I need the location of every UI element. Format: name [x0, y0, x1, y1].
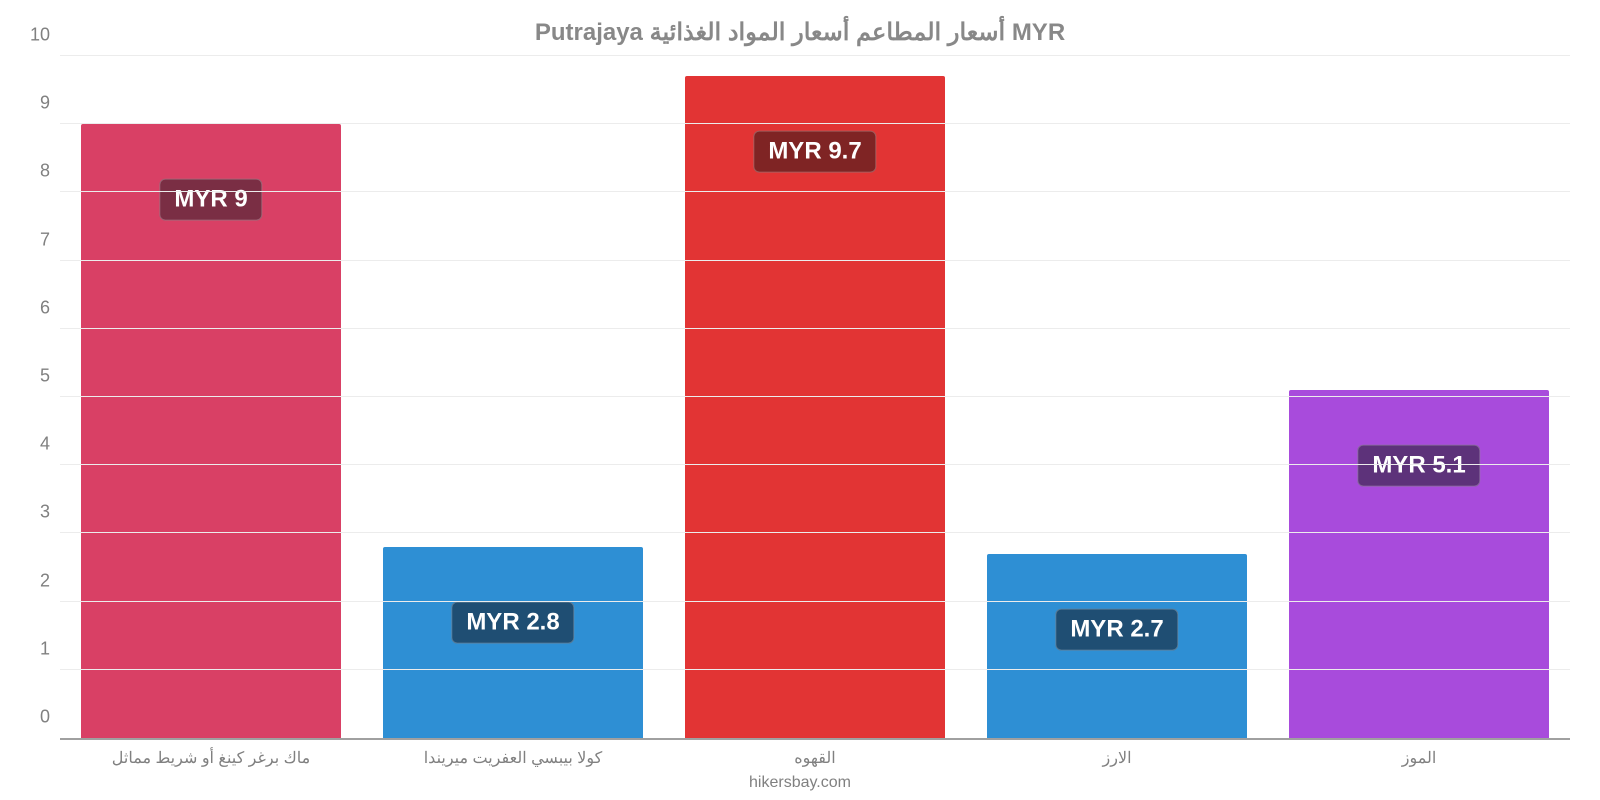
bar-slot: MYR 2.8 — [362, 56, 664, 738]
plot-zone: MYR 9MYR 2.8MYR 9.7MYR 2.7MYR 5.1 012345… — [60, 56, 1570, 740]
bar: MYR 9 — [81, 124, 341, 738]
x-axis-label: الارز — [966, 748, 1268, 768]
gridline — [60, 55, 1570, 56]
gridline — [60, 191, 1570, 192]
bar-slot: MYR 9.7 — [664, 56, 966, 738]
gridline — [60, 464, 1570, 465]
plot-area: MYR 9MYR 2.8MYR 9.7MYR 2.7MYR 5.1 012345… — [60, 56, 1570, 740]
bar-value-badge: MYR 2.7 — [1055, 608, 1178, 650]
y-tick-label: 4 — [40, 434, 60, 455]
bar-value-badge: MYR 2.8 — [451, 602, 574, 644]
chart-title: MYR أسعار المطاعم أسعار المواد الغذائية … — [20, 18, 1580, 47]
footer-credit: hikersbay.com — [0, 774, 1600, 792]
gridline — [60, 396, 1570, 397]
bar: MYR 2.7 — [987, 554, 1247, 738]
x-axis-label: ماك برغر كينغ أو شريط مماثل — [60, 748, 362, 768]
y-tick-label: 7 — [40, 229, 60, 250]
gridline — [60, 328, 1570, 329]
y-tick-label: 0 — [40, 707, 60, 728]
x-axis-label: كولا بيبسي العفريت ميريندا — [362, 748, 664, 768]
y-tick-label: 10 — [30, 25, 60, 46]
bar-value-badge: MYR 5.1 — [1357, 445, 1480, 487]
x-axis-label: القهوه — [664, 748, 966, 768]
y-tick-label: 5 — [40, 366, 60, 387]
y-tick-label: 3 — [40, 502, 60, 523]
bar: MYR 2.8 — [383, 547, 643, 738]
bars-row: MYR 9 MYR 2.8 MYR 9.7 MYR 2.7 MYR 5.1 — [60, 56, 1570, 738]
gridline — [60, 601, 1570, 602]
x-axis-label: الموز — [1268, 748, 1570, 768]
gridline — [60, 532, 1570, 533]
bar-value-badge: MYR 9.7 — [753, 131, 876, 173]
y-tick-label: 9 — [40, 93, 60, 114]
y-tick-label: 1 — [40, 638, 60, 659]
x-axis-labels: ماك برغر كينغ أو شريط مماثلكولا بيبسي ال… — [60, 748, 1570, 768]
bar-slot: MYR 5.1 — [1268, 56, 1570, 738]
gridline — [60, 260, 1570, 261]
bar-slot: MYR 2.7 — [966, 56, 1268, 738]
y-tick-label: 2 — [40, 570, 60, 591]
bar: MYR 5.1 — [1289, 390, 1549, 738]
y-tick-label: 8 — [40, 161, 60, 182]
bar: MYR 9.7 — [685, 76, 945, 738]
bar-value-badge: MYR 9 — [159, 179, 262, 221]
gridline — [60, 123, 1570, 124]
gridline — [60, 669, 1570, 670]
bar-slot: MYR 9 — [60, 56, 362, 738]
chart-container: MYR أسعار المطاعم أسعار المواد الغذائية … — [0, 0, 1600, 800]
y-tick-label: 6 — [40, 297, 60, 318]
